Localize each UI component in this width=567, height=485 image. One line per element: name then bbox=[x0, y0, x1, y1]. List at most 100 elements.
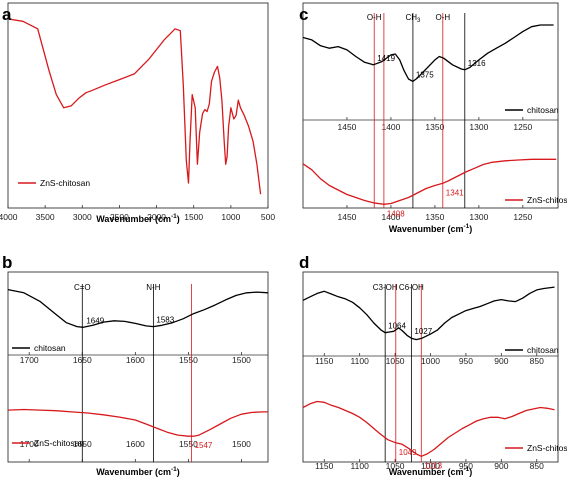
subscript: 3 bbox=[417, 18, 421, 24]
x-tick-label: 1250 bbox=[513, 212, 532, 222]
plot-frame bbox=[302, 271, 559, 463]
x-tick-label: 900 bbox=[494, 461, 508, 471]
x-axis-label-sup: -1 bbox=[171, 213, 177, 220]
x-axis-label-base: Wavenumber (cm bbox=[389, 224, 464, 234]
series-line-zns-chitosan bbox=[302, 400, 555, 457]
x-tick-label: 1250 bbox=[513, 122, 532, 132]
panel-a-chart: a 4000 3500 3000 2500 2000 1500 1000 500 ZnS-chit… bbox=[0, 2, 275, 224]
x-axis-label-base: Wavenumber (cm bbox=[96, 467, 171, 477]
x-tick-label: 1550 bbox=[179, 439, 198, 449]
x-tick-label: 1600 bbox=[126, 355, 145, 365]
reference-line-label: CH3 bbox=[405, 13, 421, 24]
x-tick-label: 500 bbox=[261, 212, 275, 222]
legend-label: chitosan bbox=[527, 345, 559, 355]
panel-b-chart: b170017001650165016001600155015501500150… bbox=[2, 253, 269, 477]
x-tick-label: 1300 bbox=[469, 212, 488, 222]
x-axis-label-tail: ) bbox=[469, 224, 472, 234]
peak-label: 1408 bbox=[387, 209, 405, 218]
peak-label: 1419 bbox=[377, 54, 395, 63]
x-axis-label-base: Wavenumber (cm bbox=[389, 467, 464, 477]
peak-label: 1027 bbox=[414, 327, 432, 336]
x-tick-label: 1400 bbox=[381, 122, 400, 132]
panel-letter: b bbox=[2, 253, 12, 272]
legend-label: ZnS-chitosan bbox=[527, 195, 567, 205]
reference-line-label: O-H bbox=[367, 13, 382, 22]
panel-letter: d bbox=[299, 253, 309, 272]
x-tick-label: 1050 bbox=[386, 461, 405, 471]
x-tick-label: 1350 bbox=[425, 212, 444, 222]
x-axis-label: Wavenumber (cm-1) bbox=[96, 213, 179, 224]
plot-frame bbox=[302, 2, 559, 209]
legend-label: ZnS-chitosan bbox=[40, 178, 90, 188]
peak-label: 1013 bbox=[424, 461, 442, 470]
peak-label: 1375 bbox=[416, 70, 434, 79]
x-tick-label: 1600 bbox=[126, 439, 145, 449]
panel-letter: a bbox=[2, 5, 12, 24]
x-tick-label: 850 bbox=[530, 461, 544, 471]
series-line-zns-chitosan bbox=[302, 158, 557, 205]
x-tick-label: 1150 bbox=[315, 356, 334, 366]
x-tick-label: 1000 bbox=[221, 212, 240, 222]
x-tick-label: 950 bbox=[459, 356, 473, 366]
reference-line-label: C6-OH bbox=[399, 283, 424, 292]
x-tick-label: 4000 bbox=[0, 212, 18, 222]
x-tick-label: 1400 bbox=[381, 212, 400, 222]
legend-label: ZnS-chitosan bbox=[34, 438, 84, 448]
legend-label: chitosan bbox=[34, 343, 66, 353]
legend-label: ZnS-chitosan bbox=[527, 443, 567, 453]
x-axis-label-base: Wavenumber (cm bbox=[96, 214, 171, 224]
plot-frame bbox=[7, 271, 269, 463]
panel-c-chart: c 1450 1450 1400 1400 1350 1350 1300 1300 1250 125… bbox=[299, 2, 567, 234]
peak-label: 1649 bbox=[86, 316, 104, 325]
x-axis-label-sup: -1 bbox=[171, 466, 177, 473]
x-axis-label-sup: -1 bbox=[463, 223, 469, 230]
legend-label: chitosan bbox=[527, 105, 559, 115]
x-tick-label: 1300 bbox=[469, 122, 488, 132]
x-axis-label-tail: ) bbox=[177, 467, 180, 477]
x-tick-label: 2000 bbox=[147, 212, 166, 222]
x-tick-label: 1450 bbox=[338, 212, 357, 222]
reference-line-label: C=O bbox=[74, 283, 91, 292]
reference-line-label: O-H bbox=[435, 13, 450, 22]
peak-label: 1547 bbox=[195, 441, 213, 450]
series-line-chitosan bbox=[7, 288, 269, 328]
x-axis-label: Wavenumber (cm-1) bbox=[389, 466, 472, 477]
x-tick-label: 1500 bbox=[232, 439, 251, 449]
x-tick-label: 1050 bbox=[386, 356, 405, 366]
x-tick-label: 950 bbox=[459, 461, 473, 471]
plot-frame bbox=[7, 2, 269, 209]
x-tick-label: 1500 bbox=[184, 212, 203, 222]
x-tick-label: 1100 bbox=[351, 461, 370, 471]
x-tick-label: 850 bbox=[530, 356, 544, 366]
x-tick-label: 1500 bbox=[232, 355, 251, 365]
x-axis-label-tail: ) bbox=[469, 467, 472, 477]
x-tick-label: 2500 bbox=[110, 212, 129, 222]
x-tick-label: 1100 bbox=[351, 356, 370, 366]
x-tick-label: 1150 bbox=[315, 461, 334, 471]
x-tick-label: 1700 bbox=[20, 355, 39, 365]
peak-label: 1064 bbox=[388, 322, 406, 331]
peak-label: 1316 bbox=[468, 59, 486, 68]
reference-line-label: C3-OH bbox=[373, 283, 398, 292]
x-tick-label: 3000 bbox=[73, 212, 92, 222]
x-tick-label: 3500 bbox=[36, 212, 55, 222]
x-tick-label: 1450 bbox=[338, 122, 357, 132]
x-tick-label: 1550 bbox=[179, 355, 198, 365]
peak-label: 1049 bbox=[399, 448, 417, 457]
peak-label: 1583 bbox=[156, 316, 174, 325]
x-tick-label: 900 bbox=[494, 356, 508, 366]
series-line-chitosan bbox=[302, 24, 554, 83]
x-tick-label: 1350 bbox=[425, 122, 444, 132]
x-axis-label-tail: ) bbox=[177, 214, 180, 224]
panel-letter: c bbox=[299, 5, 308, 24]
reference-line-label: N-H bbox=[146, 283, 160, 292]
x-tick-label: 1000 bbox=[421, 356, 440, 366]
x-tick-label: 1000 bbox=[421, 461, 440, 471]
series-line-chitosan bbox=[302, 286, 555, 341]
x-axis-label: Wavenumber (cm-1) bbox=[389, 223, 472, 234]
panel-d-chart: d 1150 1150 1100 1100 1050 1050 1000 1000 950 950 9… bbox=[299, 253, 567, 477]
peak-label: 1341 bbox=[446, 188, 464, 197]
x-axis-label-sup: -1 bbox=[463, 466, 469, 473]
x-axis-label: Wavenumber (cm-1) bbox=[96, 466, 179, 477]
